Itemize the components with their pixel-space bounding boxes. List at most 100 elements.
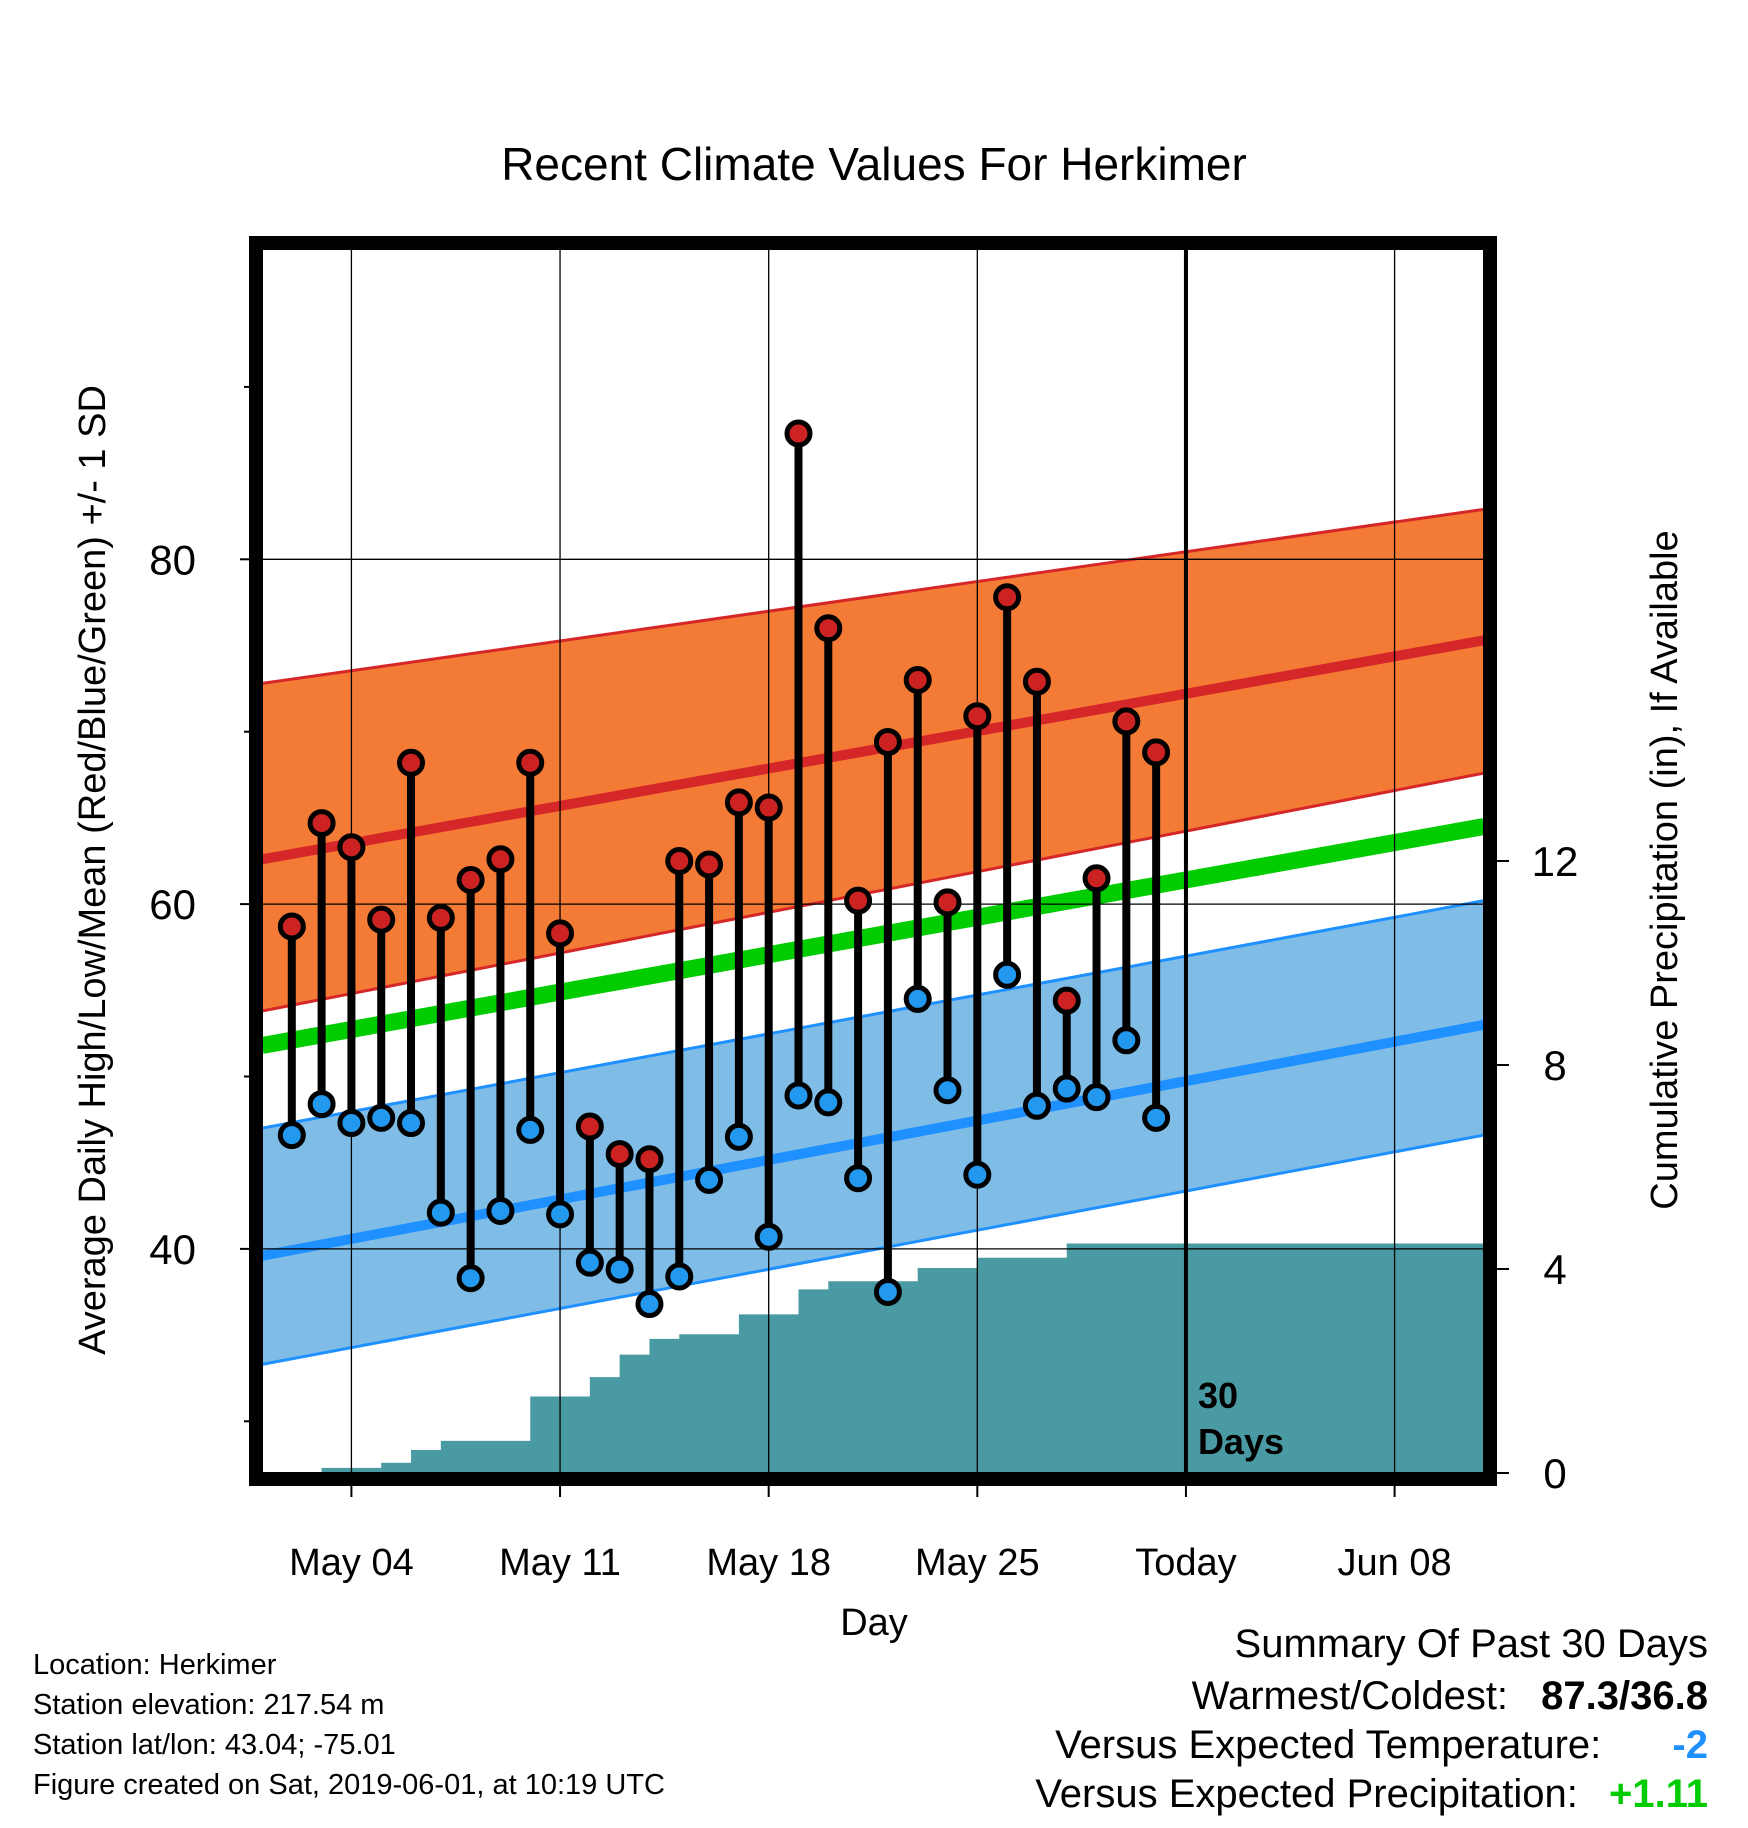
temp-value: -2 [1672, 1723, 1708, 1767]
plot-content: 30 Days [262, 249, 1484, 1473]
high-point [1052, 986, 1081, 1015]
high-point [635, 1145, 664, 1174]
low-point [575, 1248, 604, 1277]
low-point [367, 1103, 396, 1132]
precip-value: +1.11 [1608, 1772, 1708, 1816]
high-point [426, 903, 455, 932]
precipitation-area [262, 1243, 1484, 1473]
high-point [1082, 864, 1111, 893]
temp-label: Versus Expected Temperature: [1055, 1723, 1602, 1767]
low-point [1082, 1083, 1111, 1112]
high-point [754, 793, 783, 822]
x-tick-label: May 04 [289, 1542, 414, 1584]
high-point [486, 845, 515, 874]
high-point [546, 919, 575, 948]
low-point [337, 1109, 366, 1138]
low-point [903, 984, 932, 1013]
summary-precip-row: Versus Expected Precipitation: +1.11 [1035, 1772, 1708, 1817]
high-point [1142, 738, 1171, 767]
normal-low-line [262, 1019, 1484, 1261]
today-days-label: 30 [1198, 1375, 1238, 1416]
normal-mean-line [262, 818, 1484, 1054]
latlon-text: Station lat/lon: 43.04; -75.01 [33, 1729, 396, 1761]
high-point [695, 850, 724, 879]
low-point [933, 1076, 962, 1105]
high-point [516, 748, 545, 777]
elevation-text: Station elevation: 217.54 m [33, 1689, 385, 1721]
x-tick-label: May 25 [915, 1542, 1040, 1584]
high-point [814, 614, 843, 643]
low-point [486, 1196, 515, 1225]
low-point [754, 1222, 783, 1251]
low-point [307, 1090, 336, 1119]
high-point [456, 865, 485, 894]
location-text: Location: Herkimer [33, 1649, 277, 1681]
y2-tick-label: 8 [1543, 1042, 1566, 1089]
y-tick-label: 60 [149, 881, 196, 928]
high-point [575, 1112, 604, 1141]
low-point [1022, 1091, 1051, 1120]
high-point [665, 847, 694, 875]
summary-heading-text: Summary Of Past 30 Days [1234, 1622, 1708, 1666]
x-tick-label: Today [1135, 1542, 1236, 1584]
high-point [784, 419, 813, 448]
low-point [605, 1255, 634, 1284]
low-point [695, 1165, 724, 1194]
low-point [814, 1088, 843, 1117]
y2-axis-label: Cumulative Precipitation (in), If Availa… [1644, 530, 1686, 1209]
low-point [426, 1198, 455, 1227]
high-point [605, 1140, 634, 1169]
normal-high-band [262, 509, 1484, 1011]
low-point [993, 960, 1022, 989]
y2-tick-label: 4 [1543, 1246, 1566, 1293]
low-point [1052, 1074, 1081, 1103]
x-tick-label: May 18 [706, 1542, 831, 1584]
high-point [367, 905, 396, 934]
y-tick-label: 80 [149, 536, 196, 583]
low-point [724, 1122, 753, 1151]
y2-tick-label: 0 [1543, 1450, 1566, 1497]
created-text: Figure created on Sat, 2019-06-01, at 10… [33, 1769, 665, 1801]
low-point [784, 1081, 813, 1110]
low-point [963, 1160, 992, 1189]
low-point [873, 1277, 902, 1306]
high-point [844, 886, 873, 915]
low-point [397, 1109, 426, 1138]
normal-high-line [262, 635, 1484, 865]
high-point [993, 583, 1022, 612]
y2-tick-label: 12 [1532, 838, 1579, 885]
low-point [844, 1164, 873, 1193]
warmest-value: 87.3/36.8 [1541, 1674, 1708, 1718]
plot-area: 30 Days 40 60 80 0 4 8 12 May 04 May 11 May 18 May 2… [149, 236, 1579, 1584]
summary-temp-row: Versus Expected Temperature: -2 [1055, 1723, 1708, 1768]
summary-warmest-row: Warmest/Coldest: 87.3/36.8 [1192, 1674, 1708, 1719]
low-point [516, 1115, 545, 1144]
low-point [546, 1200, 575, 1229]
normal-high-band-upper-edge [262, 507, 1484, 685]
x-tick-label: Jun 08 [1338, 1542, 1452, 1584]
x-axis-label: Day [840, 1602, 908, 1644]
high-point [397, 748, 426, 777]
plot-frame [249, 236, 1497, 1486]
low-point [1142, 1103, 1171, 1132]
x-tick-label: May 11 [499, 1542, 621, 1584]
low-point [456, 1264, 485, 1293]
high-point [307, 809, 336, 838]
low-point [665, 1262, 694, 1291]
y-tick-label: 40 [149, 1226, 196, 1273]
warmest-label: Warmest/Coldest: [1191, 1674, 1509, 1718]
low-point [1112, 1026, 1141, 1055]
high-point [963, 702, 992, 731]
high-point [1112, 707, 1141, 736]
chart-title: Recent Climate Values For Herkimer [501, 138, 1247, 190]
high-point [277, 912, 306, 941]
low-point [277, 1121, 306, 1150]
high-point [933, 888, 962, 917]
normal-low-band-lower-edge [262, 1133, 1484, 1366]
high-point [873, 728, 902, 757]
y-axis-label: Average Daily High/Low/Mean (Red/Blue/Gr… [72, 385, 114, 1355]
low-point [635, 1290, 664, 1319]
high-point [903, 665, 932, 694]
precip-label: Versus Expected Precipitation: [1035, 1772, 1578, 1816]
